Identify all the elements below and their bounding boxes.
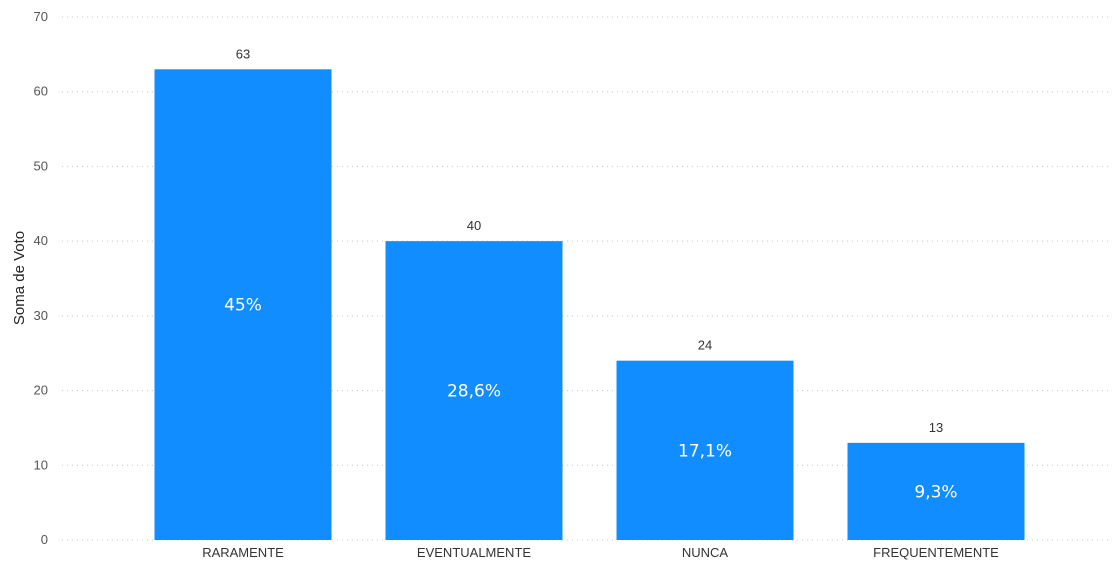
bar-value-label: 40 <box>467 218 481 233</box>
bar-percent-label: 17,1% <box>678 441 732 461</box>
y-tick-label: 10 <box>34 457 48 472</box>
bar-percent-label: 9,3% <box>914 482 957 502</box>
bar[interactable] <box>616 360 794 540</box>
x-tick-label: FREQUENTEMENTE <box>873 545 999 560</box>
y-axis-title: Soma de Voto <box>11 231 28 325</box>
bar-value-label: 63 <box>236 46 250 61</box>
x-axis-ticks: RARAMENTE EVENTUALMENTE NUNCA FREQUENTEMENT… <box>202 545 999 560</box>
bar[interactable] <box>385 241 563 540</box>
y-axis-ticks: 0 10 20 30 40 50 60 70 <box>34 9 48 547</box>
x-tick-label: NUNCA <box>682 545 729 560</box>
y-tick-label: 0 <box>41 532 48 547</box>
y-tick-label: 70 <box>34 9 48 24</box>
bar-percent-label: 28,6% <box>447 382 501 402</box>
y-tick-label: 40 <box>34 233 48 248</box>
y-tick-label: 50 <box>34 158 48 173</box>
y-tick-label: 60 <box>34 84 48 99</box>
y-tick-label: 30 <box>34 308 48 323</box>
bar[interactable] <box>154 69 332 541</box>
x-tick-label: RARAMENTE <box>202 545 284 560</box>
bar[interactable] <box>847 442 1025 540</box>
y-tick-label: 20 <box>34 383 48 398</box>
bar-value-label: 13 <box>929 420 943 435</box>
bars: 63 45% 40 28,6% 24 17,1% 13 9,3% <box>154 46 1025 541</box>
bar-value-label: 24 <box>698 338 712 353</box>
bar-percent-label: 45% <box>224 296 262 316</box>
x-tick-label: EVENTUALMENTE <box>417 545 531 560</box>
